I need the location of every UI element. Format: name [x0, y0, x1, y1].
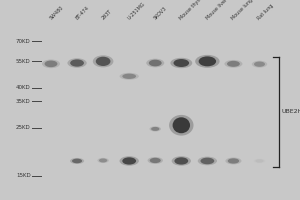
Ellipse shape	[224, 60, 242, 68]
Ellipse shape	[170, 58, 192, 68]
Ellipse shape	[96, 57, 110, 66]
Ellipse shape	[254, 62, 265, 67]
Ellipse shape	[93, 55, 113, 67]
Ellipse shape	[169, 115, 194, 136]
Ellipse shape	[252, 61, 267, 68]
Ellipse shape	[97, 158, 109, 163]
Ellipse shape	[45, 61, 57, 67]
Ellipse shape	[70, 59, 84, 67]
Text: Mouse lung: Mouse lung	[231, 0, 254, 21]
Text: BT-474: BT-474	[74, 5, 90, 21]
Ellipse shape	[149, 60, 162, 66]
Ellipse shape	[225, 157, 242, 164]
Ellipse shape	[72, 159, 82, 163]
Ellipse shape	[199, 56, 216, 66]
Text: 40KD: 40KD	[16, 85, 31, 90]
Text: U-251MG: U-251MG	[127, 1, 146, 21]
Ellipse shape	[227, 61, 240, 67]
Ellipse shape	[68, 58, 87, 68]
Ellipse shape	[151, 127, 159, 131]
Ellipse shape	[119, 73, 139, 80]
Bar	[39, 24, 268, 190]
Text: 15KD: 15KD	[16, 173, 31, 178]
Ellipse shape	[228, 158, 239, 164]
Ellipse shape	[146, 59, 164, 67]
Ellipse shape	[70, 158, 84, 164]
Text: UBE2H: UBE2H	[281, 109, 300, 114]
Text: 70KD: 70KD	[16, 39, 31, 44]
Text: SW480: SW480	[48, 5, 64, 21]
Ellipse shape	[255, 159, 264, 163]
Text: Mouse thymus: Mouse thymus	[179, 0, 208, 21]
Ellipse shape	[42, 60, 60, 68]
Ellipse shape	[195, 55, 220, 68]
Ellipse shape	[150, 158, 161, 163]
Ellipse shape	[200, 158, 214, 164]
Ellipse shape	[254, 159, 265, 163]
Ellipse shape	[173, 59, 189, 67]
Ellipse shape	[174, 157, 188, 165]
Ellipse shape	[149, 126, 161, 132]
Text: 293T: 293T	[100, 9, 113, 21]
Ellipse shape	[99, 158, 107, 162]
Text: 55KD: 55KD	[16, 59, 31, 64]
Text: 35KD: 35KD	[16, 99, 31, 104]
Ellipse shape	[119, 156, 139, 166]
Ellipse shape	[198, 157, 217, 165]
Text: Mouse liver: Mouse liver	[205, 0, 228, 21]
Text: SKOV3: SKOV3	[153, 6, 168, 21]
Ellipse shape	[122, 74, 136, 79]
Text: Rat lung: Rat lung	[257, 3, 275, 21]
Ellipse shape	[172, 117, 190, 133]
Ellipse shape	[122, 157, 136, 165]
Ellipse shape	[148, 157, 163, 164]
Text: 25KD: 25KD	[16, 125, 31, 130]
Ellipse shape	[172, 156, 191, 166]
